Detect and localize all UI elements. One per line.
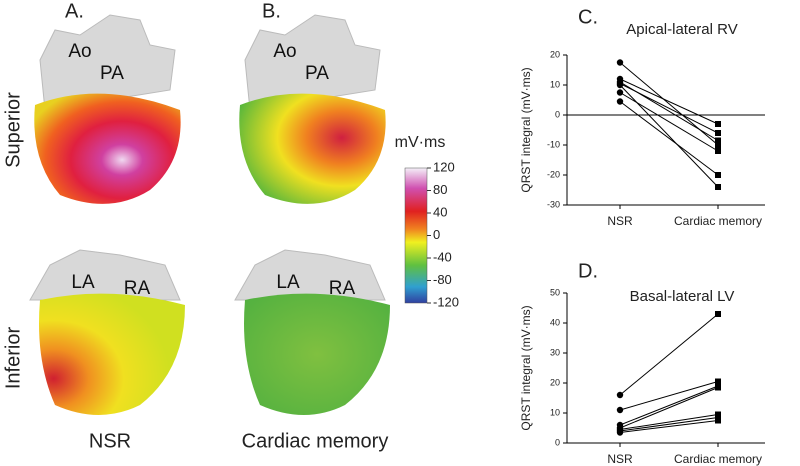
charts: Apical-lateral RV QRST integral (mV·ms) -3…	[519, 21, 765, 466]
x-tick-label: NSR	[607, 214, 633, 228]
point	[616, 406, 624, 414]
y-axis-label: QRST integral (mV·ms)	[519, 305, 533, 430]
colorbar-tick-label: -120	[433, 294, 459, 309]
pair-line	[619, 62, 719, 146]
panel-label: C.	[578, 6, 598, 28]
colorbar-tick-label: 40	[433, 204, 447, 219]
view-label: Superior	[2, 92, 24, 168]
point	[715, 311, 721, 317]
point	[715, 172, 721, 178]
y-tick-label: 10	[550, 407, 560, 417]
y-tick-label: 0	[555, 109, 560, 119]
pair-line	[619, 414, 719, 430]
pair-line	[619, 92, 719, 152]
y-tick-label: 20	[550, 49, 560, 59]
panel-label: D.	[578, 260, 598, 282]
view-label: Inferior	[2, 327, 24, 390]
point	[715, 384, 721, 391]
panel-label: A.	[65, 0, 84, 22]
point	[616, 59, 624, 66]
point	[715, 378, 721, 385]
point	[616, 98, 624, 105]
point	[715, 417, 721, 424]
y-tick-label: 0	[555, 437, 560, 447]
point	[715, 130, 721, 136]
x-tick-label: Cardiac memory	[674, 214, 762, 228]
pair-line	[619, 381, 719, 411]
y-axis-label: QRST integral (mV·ms)	[519, 67, 533, 192]
colorbar-ticks: 120 80 40 0 -40 -80 -120	[427, 159, 459, 309]
y-tick-label: -30	[547, 199, 560, 209]
heart-maps: Ao PA Ao PA LA RA LA RA	[29, 14, 390, 415]
heart-surface	[244, 293, 390, 415]
pair-line	[619, 101, 719, 176]
column-label: Cardiac memory	[242, 430, 389, 452]
pair-line	[619, 83, 719, 134]
point	[616, 391, 624, 399]
colorbar-tick-label: 0	[433, 227, 440, 242]
pair-line	[619, 420, 719, 433]
colorbar-tick-label: -80	[433, 272, 452, 287]
heart-surface	[39, 293, 185, 415]
y-tick-label: 40	[550, 317, 560, 327]
y-tick-label: 50	[550, 287, 560, 297]
heart-surface	[34, 93, 181, 204]
panel-label: B.	[262, 0, 281, 22]
pair-line	[619, 313, 719, 396]
chart-title: Basal-lateral LV	[630, 288, 735, 305]
colorbar-tick-label: 80	[433, 182, 447, 197]
vessels	[234, 249, 386, 301]
pair-line	[619, 417, 719, 432]
heart-label: RA	[124, 278, 151, 299]
y-tick-label: 20	[550, 377, 560, 387]
heart-label: LA	[71, 272, 95, 293]
heart-label: RA	[329, 278, 356, 299]
chart-title: Apical-lateral RV	[626, 21, 737, 38]
pair-line	[619, 84, 719, 188]
vessels	[29, 249, 181, 301]
heart-label: Ao	[273, 41, 296, 62]
point	[616, 429, 624, 436]
y-tick-label: 30	[550, 347, 560, 357]
point	[715, 148, 721, 154]
heart-label: PA	[305, 63, 329, 84]
point	[616, 81, 624, 89]
colorbar-title: mV·ms	[395, 134, 446, 151]
heart-label: LA	[276, 272, 300, 293]
heart-label: PA	[100, 63, 124, 84]
y-tick-label: -10	[547, 139, 560, 149]
point	[715, 121, 721, 127]
pair-line	[619, 385, 719, 426]
x-tick-label: NSR	[607, 452, 633, 466]
point	[616, 89, 624, 96]
colorbar	[404, 167, 428, 304]
heart-label: Ao	[68, 41, 91, 62]
pair-line	[619, 78, 719, 125]
pair-line	[619, 387, 719, 429]
colorbar-tick-label: -40	[433, 249, 452, 264]
x-tick-label: Cardiac memory	[674, 452, 762, 466]
point	[715, 137, 721, 144]
point	[715, 184, 721, 190]
column-label: NSR	[89, 430, 131, 452]
colorbar-tick-label: 120	[433, 159, 455, 174]
y-tick-label: 10	[550, 79, 560, 89]
point	[715, 142, 721, 148]
y-tick-label: -20	[547, 169, 560, 179]
heart-surface	[239, 93, 386, 204]
